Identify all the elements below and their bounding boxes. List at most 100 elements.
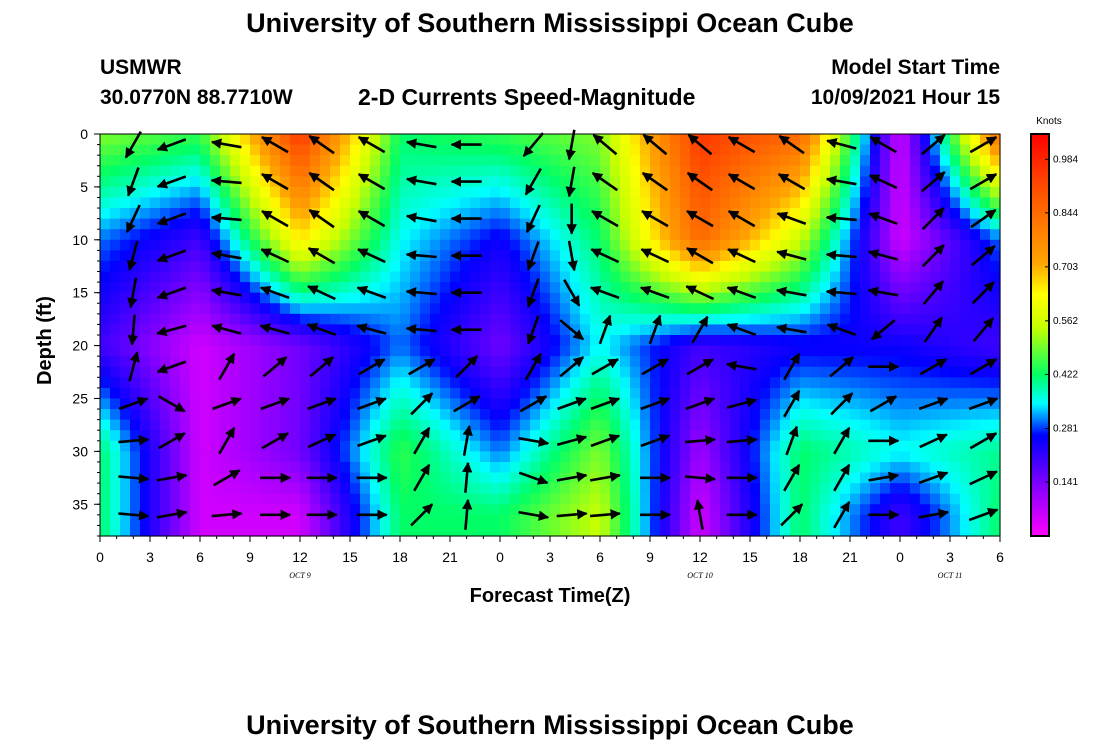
heatmap-cell — [810, 324, 821, 336]
heatmap-cell — [220, 292, 231, 304]
heatmap-cell — [680, 229, 691, 241]
heatmap-cell — [820, 356, 831, 368]
heatmap-cell — [100, 197, 111, 209]
heatmap-cell — [770, 451, 781, 463]
heatmap-cell — [810, 260, 821, 273]
heatmap-cell — [620, 271, 631, 283]
heatmap-cell — [840, 525, 851, 537]
heatmap-cell — [660, 419, 671, 431]
heatmap-cell — [340, 176, 351, 188]
heatmap-cell — [540, 218, 551, 230]
heatmap-cell — [610, 186, 621, 199]
heatmap-cell — [630, 239, 641, 251]
heatmap-cell — [690, 144, 701, 156]
heatmap-cell — [940, 419, 951, 431]
heatmap-cell — [190, 525, 201, 537]
heatmap-cell — [780, 345, 791, 357]
heatmap-cell — [210, 398, 221, 410]
heatmap-cell — [480, 366, 491, 378]
heatmap-cell — [680, 419, 691, 431]
heatmap-cell — [810, 419, 821, 431]
heatmap-cell — [720, 387, 731, 400]
heatmap-cell — [110, 313, 121, 326]
heatmap-cell — [840, 218, 851, 230]
heatmap-cell — [570, 239, 581, 251]
heatmap-cell — [760, 472, 771, 484]
heatmap-cell — [680, 155, 691, 167]
heatmap-cell — [830, 356, 841, 368]
heatmap-cell — [780, 218, 791, 230]
heatmap-cell — [930, 155, 941, 167]
heatmap-cell — [310, 387, 321, 400]
heatmap-cell — [270, 292, 281, 304]
heatmap-cell — [300, 271, 311, 283]
heatmap-cell — [100, 356, 111, 368]
heatmap-cell — [790, 525, 801, 537]
heatmap-cell — [810, 282, 821, 294]
heatmap-cell — [690, 461, 701, 474]
heatmap-cell — [750, 176, 761, 188]
heatmap-cell — [350, 292, 361, 304]
current-vector — [213, 469, 241, 487]
heatmap-cell — [500, 419, 511, 431]
heatmap-cell — [430, 387, 441, 400]
heatmap-cell — [960, 398, 971, 410]
heatmap-cell — [150, 504, 161, 516]
current-vector — [565, 166, 576, 198]
current-vector — [158, 432, 186, 450]
colorbar-bar — [1030, 133, 1050, 537]
heatmap-cell — [870, 303, 881, 315]
heatmap-cell — [560, 155, 571, 167]
current-vector — [639, 285, 670, 300]
heatmap-cell — [550, 313, 561, 326]
current-vector — [557, 396, 587, 411]
heatmap-cell — [590, 324, 601, 336]
heatmap-cell — [910, 472, 921, 484]
heatmap-cell — [450, 239, 461, 251]
heatmap-cell — [460, 271, 471, 283]
heatmap-cell — [250, 229, 261, 241]
heatmap-cell — [700, 440, 711, 452]
heatmap-cell — [250, 292, 261, 304]
heatmap-cell — [810, 409, 821, 421]
heatmap-cell — [140, 335, 151, 347]
heatmap-cell — [870, 387, 881, 400]
current-vector — [775, 323, 807, 334]
heatmap-cell — [340, 387, 351, 400]
heatmap-cell — [490, 440, 501, 452]
heatmap-cell — [310, 419, 321, 431]
heatmap-cell — [280, 324, 291, 336]
heatmap-cell — [810, 239, 821, 251]
heatmap-cell — [130, 440, 141, 452]
heatmap-cell — [580, 345, 591, 357]
heatmap-cell — [940, 377, 951, 389]
heatmap-cell — [320, 313, 331, 326]
heatmap-cell — [180, 313, 191, 326]
heatmap-cell — [710, 451, 721, 463]
heatmap-cell — [480, 229, 491, 241]
heatmap-cell — [440, 144, 451, 156]
heatmap-cell — [600, 303, 611, 315]
heatmap-cell — [780, 387, 791, 400]
heatmap-cell — [910, 239, 921, 251]
heatmap-cell — [640, 186, 651, 199]
heatmap-cell — [280, 292, 291, 304]
heatmap-cell — [340, 271, 351, 283]
heatmap-cell — [210, 260, 221, 273]
heatmap-cell — [510, 165, 521, 177]
heatmap-cell — [570, 303, 581, 315]
heatmap-cell — [820, 345, 831, 357]
heatmap-cell — [480, 461, 491, 474]
heatmap-cell — [210, 144, 221, 156]
page-title: University of Southern Mississippi Ocean… — [246, 8, 854, 38]
current-vector — [408, 358, 436, 376]
heatmap-cell — [650, 239, 661, 251]
heatmap-cell — [920, 493, 931, 505]
current-vector — [156, 175, 187, 189]
heatmap-cell — [260, 525, 271, 537]
heatmap-cell — [170, 155, 181, 167]
heatmap-cell — [640, 303, 651, 315]
current-vector — [556, 471, 588, 482]
heatmap-cell — [520, 208, 531, 220]
heatmap-cell — [410, 451, 421, 463]
